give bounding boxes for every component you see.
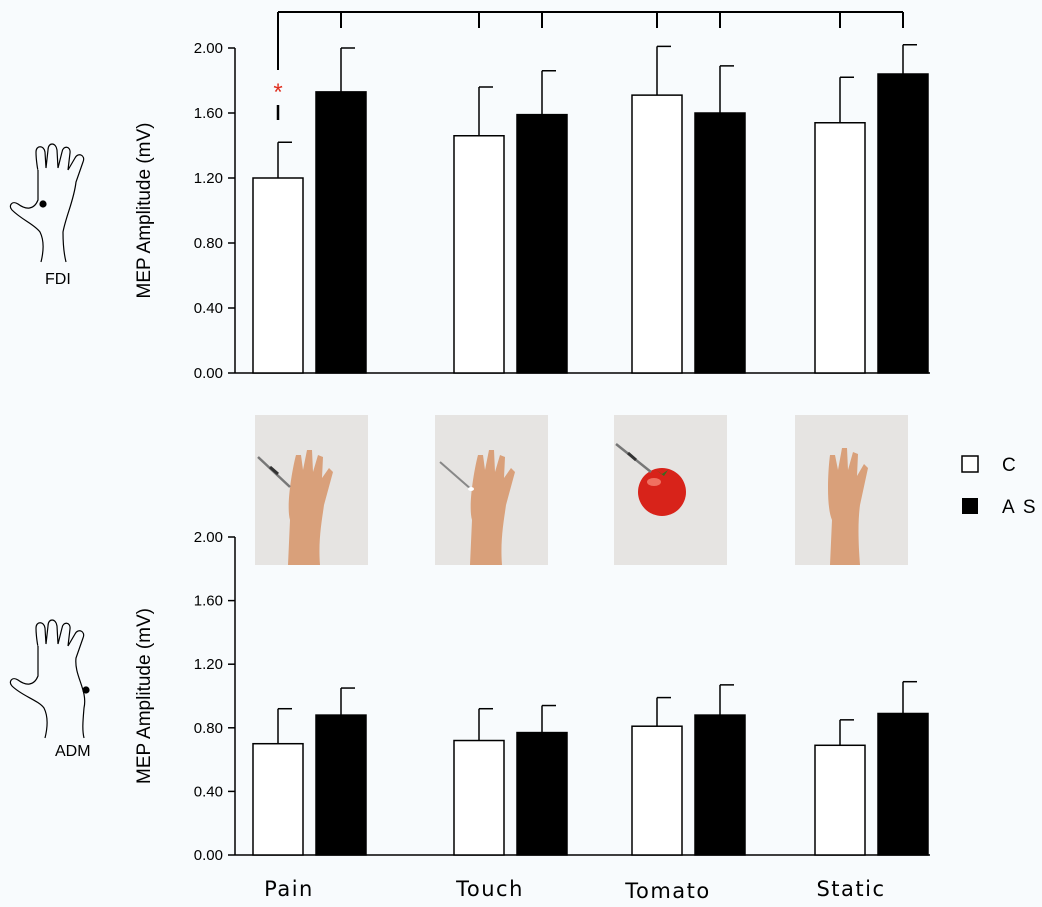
- bar-pain-as: [315, 714, 367, 856]
- photo-tomato: [614, 415, 727, 565]
- bar-touch-as: [516, 731, 568, 856]
- photo-pain: [255, 415, 368, 565]
- legend-label-c: C: [1002, 455, 1018, 476]
- significance-bracket: *: [273, 11, 904, 120]
- y-tick-label: 1.60: [194, 593, 223, 610]
- fdi-muscle-label: FDI: [45, 271, 71, 288]
- category-labels: Pain Touch Tomato Static: [264, 877, 885, 903]
- y-tick-label: 0.00: [194, 847, 223, 864]
- y-tick-label: 0.40: [194, 783, 223, 800]
- category-label-touch: Touch: [455, 877, 524, 901]
- adm-hand-icon: [9, 619, 90, 739]
- y-tick-label: 0.00: [194, 365, 223, 382]
- photo-touch: [435, 415, 548, 565]
- y-tick-label: 0.80: [194, 720, 223, 737]
- y-tick-label: 2.00: [194, 40, 223, 57]
- bar-touch-c: [453, 739, 505, 856]
- category-label-tomato: Tomato: [624, 879, 711, 903]
- bar-pain-c: [252, 177, 304, 374]
- bar-pain-c: [252, 742, 304, 856]
- y-tick-label: 0.80: [194, 235, 223, 252]
- legend-swatch-c: [961, 455, 979, 473]
- y-axis-title: MEP Amplitude (mV): [134, 608, 155, 784]
- significance-star: *: [273, 79, 282, 106]
- y-tick-label: 1.20: [194, 170, 223, 187]
- y-axis-title: MEP Amplitude (mV): [134, 123, 155, 299]
- adm-muscle-label: ADM: [55, 743, 91, 760]
- bar-static-c: [814, 744, 866, 856]
- chart-adm: 0.00 0.40 0.80 1.20 1.60 2.00 MEP Amplitude (m…: [134, 529, 930, 864]
- bar-static-as: [877, 712, 929, 856]
- legend-label-as: A S: [1002, 497, 1038, 518]
- category-label-static: Static: [816, 877, 885, 901]
- bar-tomato-as: [694, 714, 746, 856]
- legend: C A S: [961, 455, 1038, 518]
- bar-tomato-c: [631, 725, 683, 856]
- y-tick-label: 1.60: [194, 105, 223, 122]
- chart-fdi: 0.00 0.40 0.80 1.20 1.60 2.00 MEP Amplitude (m…: [134, 40, 930, 382]
- bar-static-c: [814, 122, 866, 374]
- y-tick-label: 1.20: [194, 656, 223, 673]
- bar-tomato-c: [631, 94, 683, 374]
- legend-swatch-as: [962, 498, 978, 514]
- bar-touch-as: [516, 113, 568, 374]
- bar-tomato-as: [694, 112, 746, 374]
- y-tick-label: 0.40: [194, 300, 223, 317]
- bar-pain-as: [315, 91, 367, 374]
- category-label-pain: Pain: [264, 877, 314, 901]
- bar-static-as: [877, 73, 929, 374]
- photo-static: [795, 415, 908, 565]
- bar-touch-c: [453, 135, 505, 374]
- y-tick-label: 2.00: [194, 529, 223, 546]
- fdi-hand-icon: [9, 143, 85, 263]
